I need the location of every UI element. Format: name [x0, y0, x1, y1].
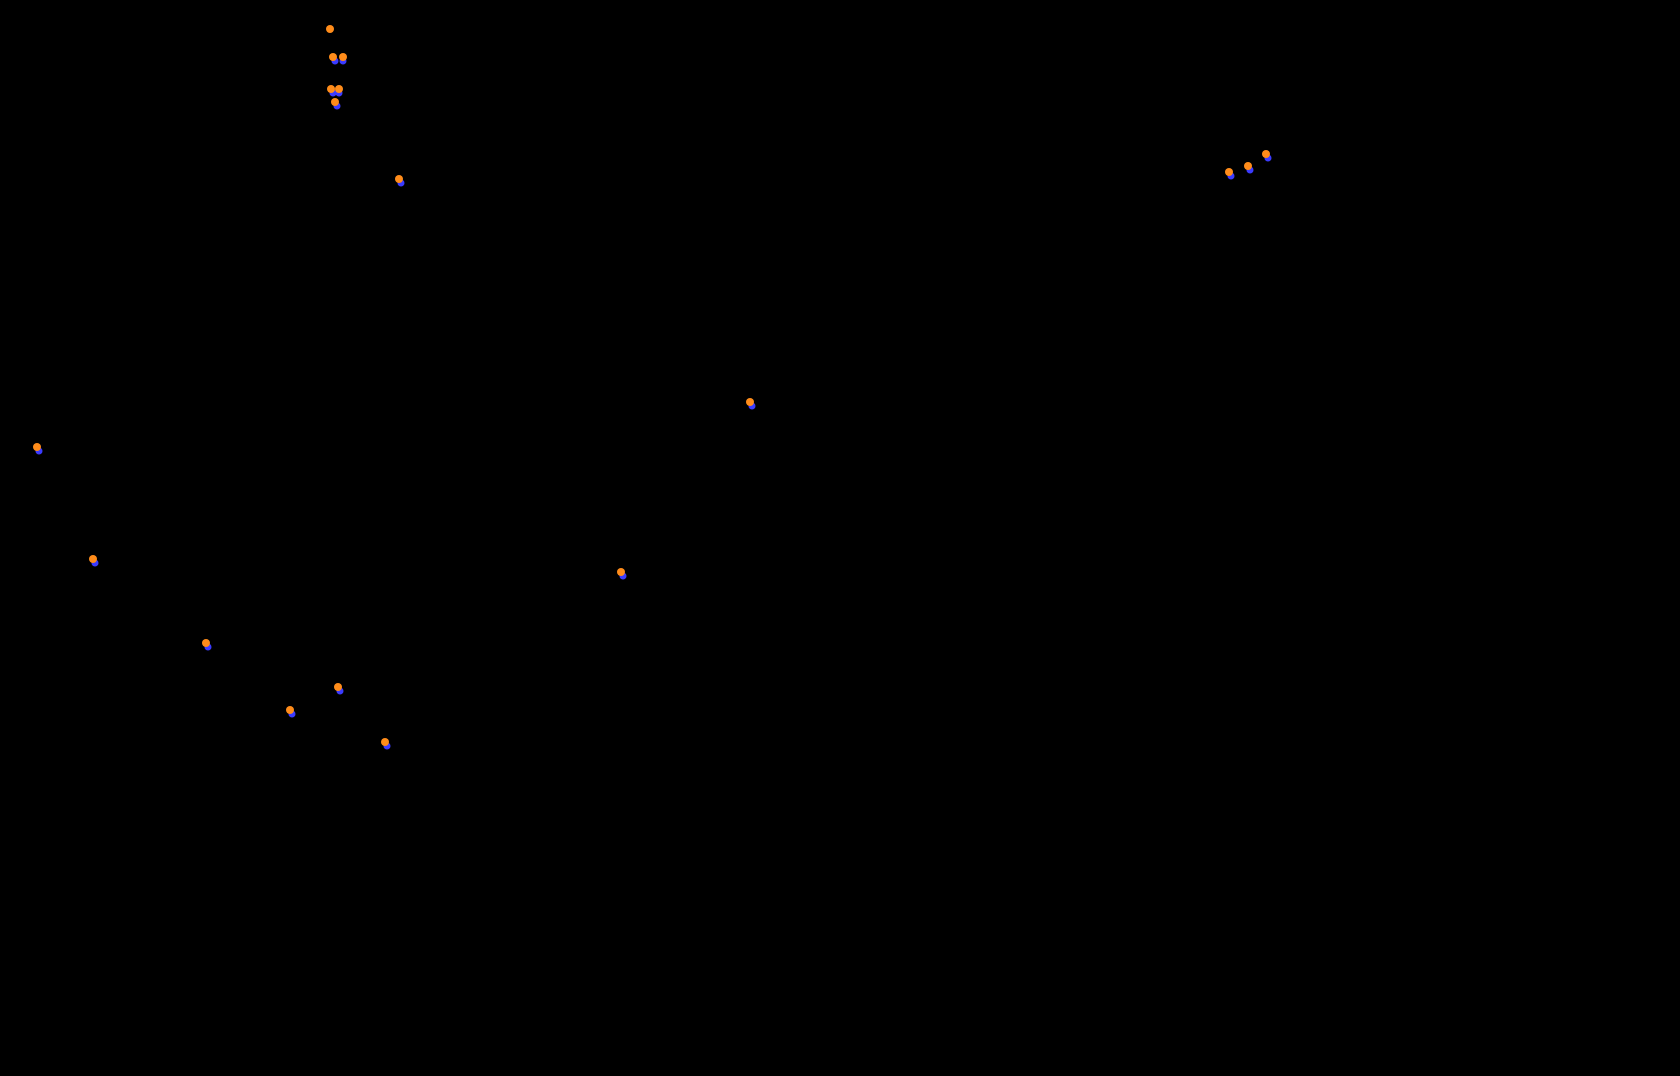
- orange-point: [1225, 168, 1233, 176]
- orange-point: [381, 738, 389, 746]
- orange-point: [1244, 162, 1252, 170]
- orange-point: [329, 53, 337, 61]
- scatter-plot: [0, 0, 1680, 1076]
- orange-point: [33, 443, 41, 451]
- orange-point: [202, 639, 210, 647]
- orange-point: [327, 85, 335, 93]
- orange-point: [89, 555, 97, 563]
- orange-point: [617, 568, 625, 576]
- orange-point: [286, 706, 294, 714]
- orange-point: [335, 85, 343, 93]
- orange-point: [331, 98, 339, 106]
- orange-point: [339, 53, 347, 61]
- orange-point: [334, 683, 342, 691]
- orange-point: [326, 25, 334, 33]
- orange-point: [746, 398, 754, 406]
- orange-point: [395, 175, 403, 183]
- orange-point: [1262, 150, 1270, 158]
